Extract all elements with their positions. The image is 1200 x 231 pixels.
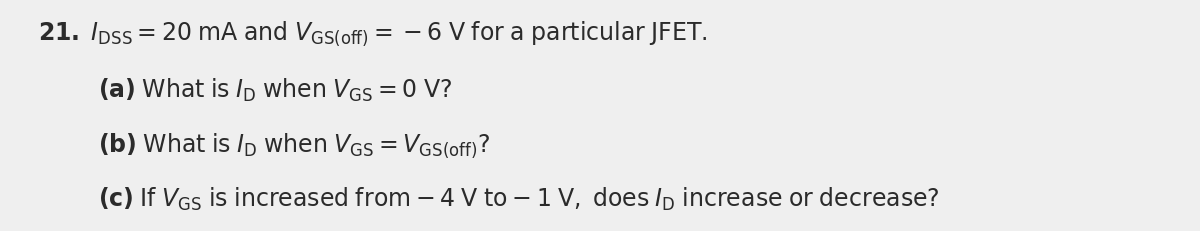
Text: $\mathbf{(c)}\;\mathrm{If}\;V_{\mathrm{GS}}\;\mathrm{is\;increased\;from} -4\;\m: $\mathbf{(c)}\;\mathrm{If}\;V_{\mathrm{G… [98,185,940,212]
Text: $\mathbf{21.}\;I_{\mathrm{DSS}} = 20\;\mathrm{mA\;and}\;V_{\mathrm{GS(off)}} = -: $\mathbf{21.}\;I_{\mathrm{DSS}} = 20\;\m… [38,19,708,47]
Text: $\mathbf{(b)}\;\mathrm{What\;is}\;I_{\mathrm{D}}\;\mathrm{when}\;V_{\mathrm{GS}}: $\mathbf{(b)}\;\mathrm{What\;is}\;I_{\ma… [98,131,491,159]
Text: $\mathbf{(a)}\;\mathrm{What\;is}\;I_{\mathrm{D}}\;\mathrm{when}\;V_{\mathrm{GS}}: $\mathbf{(a)}\;\mathrm{What\;is}\;I_{\ma… [98,76,452,103]
